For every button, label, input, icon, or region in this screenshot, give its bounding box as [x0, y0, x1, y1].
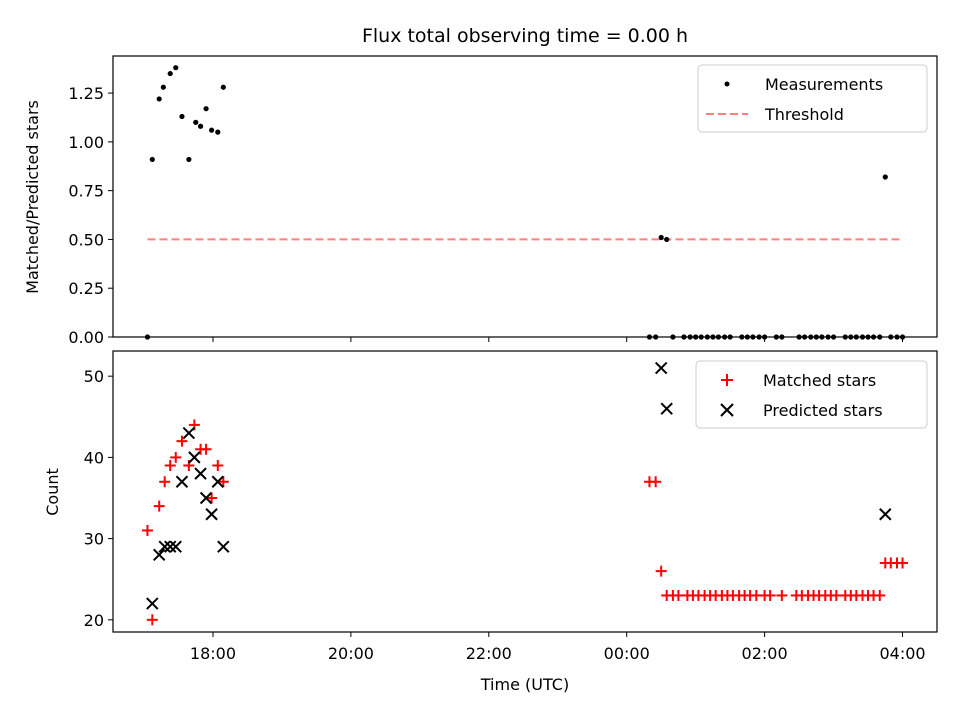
- ratio-panel-frame: [112, 55, 938, 338]
- measurement-point: [220, 84, 226, 90]
- matched-star-point: [650, 476, 662, 488]
- legend-measurement-marker: [724, 81, 730, 87]
- predicted-star-point: [164, 540, 177, 553]
- measurement-point: [209, 127, 215, 133]
- matched-star-point: [164, 460, 176, 472]
- measurement-point: [193, 119, 199, 125]
- measurement-point: [179, 113, 185, 120]
- matched-star-point: [153, 500, 165, 512]
- measurement-point: [167, 70, 173, 77]
- matched-star-point: [206, 492, 218, 504]
- measurement-point: [156, 96, 162, 102]
- measurement-point: [160, 84, 166, 90]
- ratio-y-tick-label: 0.50: [68, 230, 104, 249]
- legend-threshold: Threshold: [764, 105, 844, 124]
- predicted-star-point: [654, 361, 668, 375]
- ratio-y-tick-label: 0.25: [68, 279, 104, 298]
- predicted-star-point: [146, 597, 159, 610]
- ratio-y-tick-label: 0.00: [68, 328, 104, 347]
- predicted-star-point: [205, 508, 218, 521]
- predicted-star-point: [169, 540, 182, 553]
- matched-star-point: [764, 589, 776, 601]
- count-y-axis-label: Count: [43, 468, 62, 516]
- predicted-star-point: [188, 451, 201, 464]
- ratio-legend-box: [697, 64, 928, 133]
- ratio-panel: 0.00 0.25 0.50 0.75 1.00 1.25 Matched/Predict…: [23, 55, 938, 347]
- matched-star-point: [212, 460, 224, 472]
- predicted-star-point: [879, 508, 892, 521]
- legend-predicted-stars: Predicted stars: [763, 401, 883, 420]
- ratio-y-tick-label: 1.25: [68, 84, 104, 103]
- ratio-x-ticks: [212, 337, 904, 342]
- predicted-star-point: [158, 540, 171, 553]
- ratio-y-tick-label: 1.00: [68, 133, 104, 152]
- x-tick-label: 00:00: [604, 644, 650, 663]
- matched-star-point: [655, 565, 667, 577]
- x-tick-label: 18:00: [190, 644, 236, 663]
- x-tick-label: 22:00: [466, 644, 512, 663]
- count-x-ticks: 18:00 20:00 22:00 00:00 02:00 04:00: [190, 632, 926, 663]
- count-plot-area: [141, 361, 909, 626]
- matched-star-point: [176, 435, 188, 447]
- chart-title: Flux total observing time = 0.00 h: [362, 25, 688, 47]
- count-legend-box: [695, 360, 928, 429]
- count-y-tick-label: 20: [84, 611, 104, 630]
- predicted-star-point: [199, 491, 213, 505]
- matched-star-point: [141, 524, 153, 536]
- measurement-point: [882, 174, 888, 180]
- ratio-y-tick-label: 0.75: [68, 182, 104, 201]
- legend-matched-stars: Matched stars: [763, 371, 876, 390]
- matched-star-point: [776, 589, 788, 601]
- ratio-y-ticks: 0.00 0.25 0.50 0.75 1.00 1.25: [68, 84, 113, 347]
- predicted-star-point: [660, 402, 673, 415]
- legend-predicted-marker: [720, 403, 734, 417]
- legend-measurements: Measurements: [765, 75, 883, 94]
- matched-star-point: [159, 476, 171, 488]
- x-axis-label: Time (UTC): [480, 675, 569, 694]
- measurement-point: [664, 236, 670, 243]
- matched-star-point: [146, 614, 158, 626]
- x-tick-label: 02:00: [742, 644, 788, 663]
- count-y-ticks: 20 30 40 50: [84, 367, 113, 630]
- measurement-point: [149, 156, 155, 163]
- x-tick-label: 04:00: [879, 644, 925, 663]
- x-tick-label: 20:00: [328, 644, 374, 663]
- ratio-y-axis-label: Matched/Predicted stars: [23, 100, 42, 294]
- measurement-point: [197, 123, 204, 129]
- count-y-tick-label: 40: [84, 448, 104, 467]
- count-panel-frame: [112, 350, 938, 633]
- predicted-star-point: [152, 548, 166, 562]
- ratio-legend: Measurements Threshold: [697, 64, 928, 133]
- measurement-point: [203, 106, 209, 112]
- matched-star-point: [217, 476, 229, 488]
- count-y-tick-label: 30: [84, 530, 104, 549]
- ratio-plot-area: [144, 65, 906, 340]
- matched-star-point: [200, 443, 212, 455]
- measurement-point: [173, 65, 179, 71]
- predicted-star-point: [194, 467, 207, 480]
- count-legend: Matched stars Predicted stars: [695, 360, 928, 429]
- matched-star-point: [897, 557, 909, 569]
- measurement-point: [215, 129, 221, 135]
- matched-star-point: [170, 451, 182, 463]
- matched-star-point: [874, 589, 886, 601]
- legend-matched-marker: [721, 374, 733, 386]
- count-y-tick-label: 50: [84, 367, 104, 386]
- predicted-star-point: [175, 475, 189, 488]
- predicted-star-point: [182, 426, 196, 440]
- predicted-star-point: [211, 475, 225, 488]
- measurement-point: [186, 156, 192, 163]
- predicted-star-point: [217, 540, 230, 553]
- measurement-point: [658, 234, 664, 241]
